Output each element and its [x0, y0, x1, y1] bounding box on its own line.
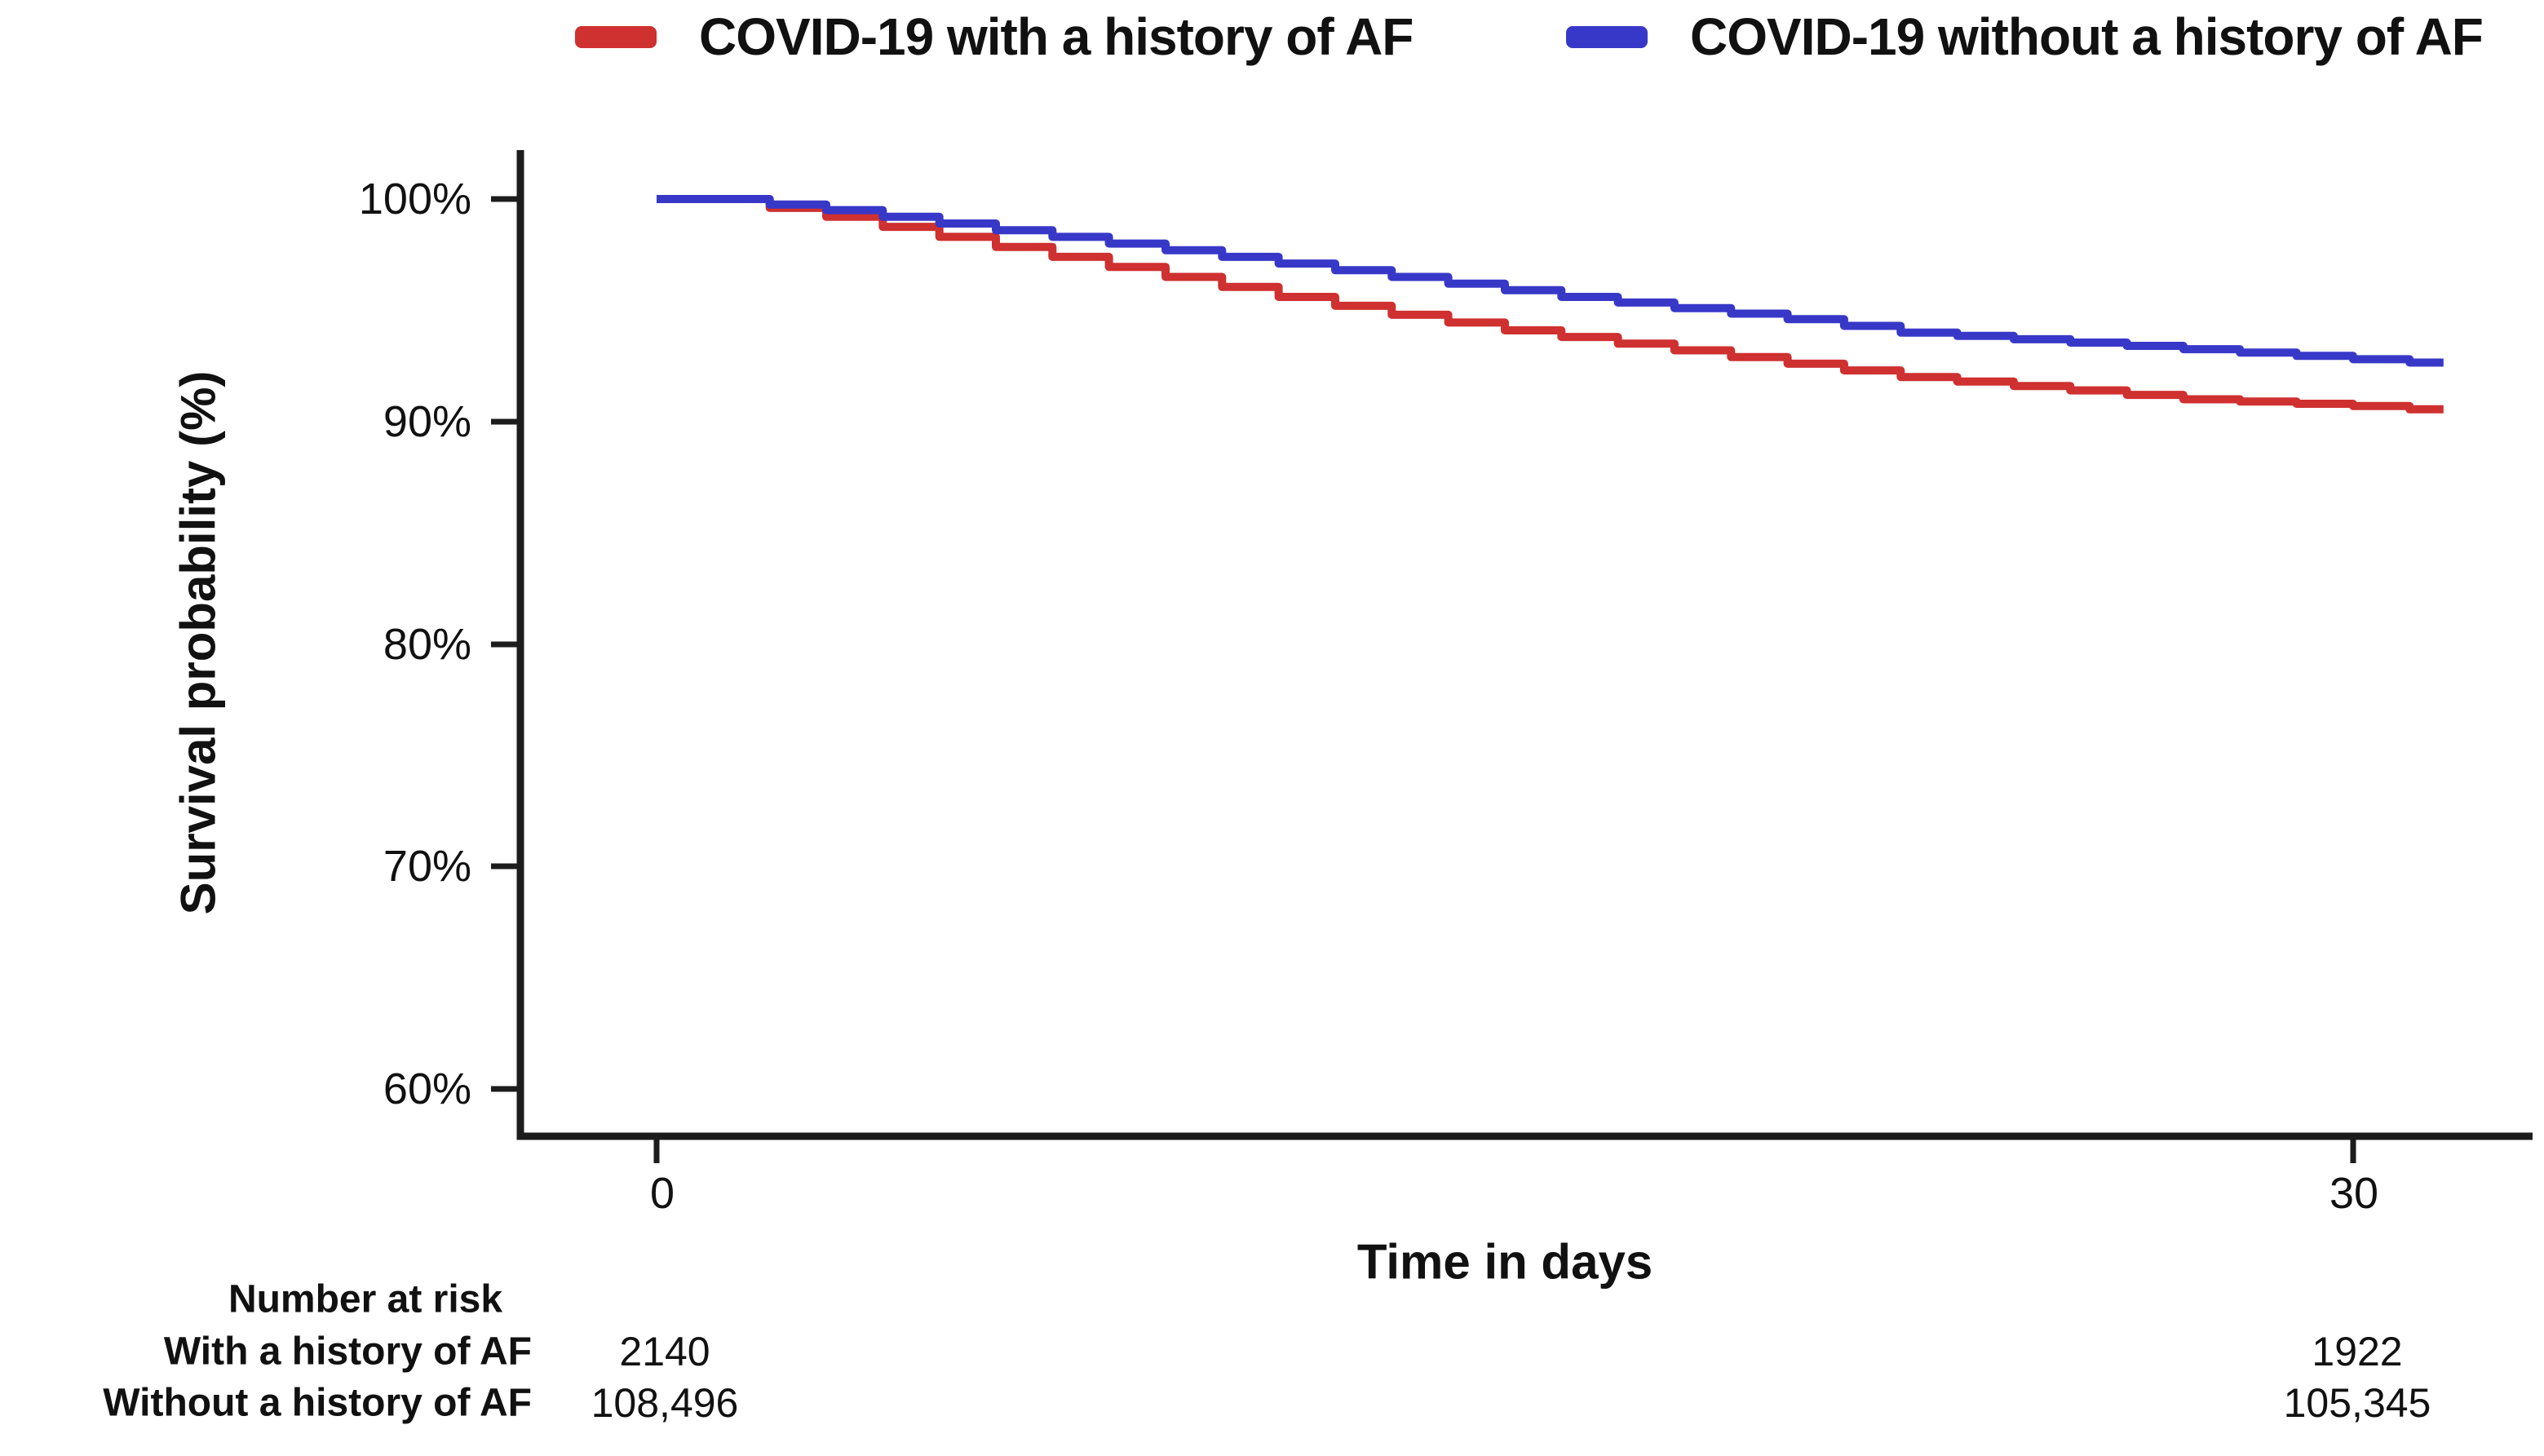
risk-value-with-af-day0: 2140: [619, 1329, 710, 1374]
risk-table-header: Number at risk: [228, 1277, 503, 1321]
y-tick-70: 70%: [383, 842, 471, 891]
legend-swatch-blue: [1566, 25, 1648, 48]
risk-value-without-af-day30: 105,345: [2283, 1380, 2431, 1426]
y-tick-80: 80%: [383, 620, 471, 669]
y-axis-title: Survival probability (%): [170, 370, 226, 915]
legend-label-with-af: COVID-19 with a history of AF: [699, 7, 1414, 66]
risk-value-with-af-day30: 1922: [2312, 1329, 2403, 1374]
legend-swatch-red: [575, 25, 657, 48]
survival-curve-with-af: [657, 195, 2444, 414]
legend-item-with-af: COVID-19 with a history of AF: [575, 7, 1414, 67]
y-tick-100: 100%: [358, 175, 471, 223]
risk-row-label-without-af: Without a history of AF: [103, 1381, 532, 1425]
x-tick-marks: [653, 1136, 2356, 1163]
risk-row-label-with-af: With a history of AF: [163, 1330, 532, 1374]
risk-value-without-af-day0: 108,496: [591, 1380, 739, 1426]
y-tick-marks: [491, 196, 520, 1092]
legend-label-without-af: COVID-19 without a history of AF: [1690, 7, 2484, 66]
y-tick-90: 90%: [383, 397, 471, 446]
x-axis-title: Time in days: [1356, 1234, 1653, 1290]
survival-curve-without-af: [657, 195, 2444, 367]
axis-frame: [516, 150, 2533, 1140]
legend-item-without-af: COVID-19 without a history of AF: [1566, 7, 2484, 67]
x-tick-0: 0: [649, 1169, 675, 1218]
y-tick-60: 60%: [383, 1064, 471, 1113]
x-tick-30: 30: [2329, 1169, 2379, 1218]
